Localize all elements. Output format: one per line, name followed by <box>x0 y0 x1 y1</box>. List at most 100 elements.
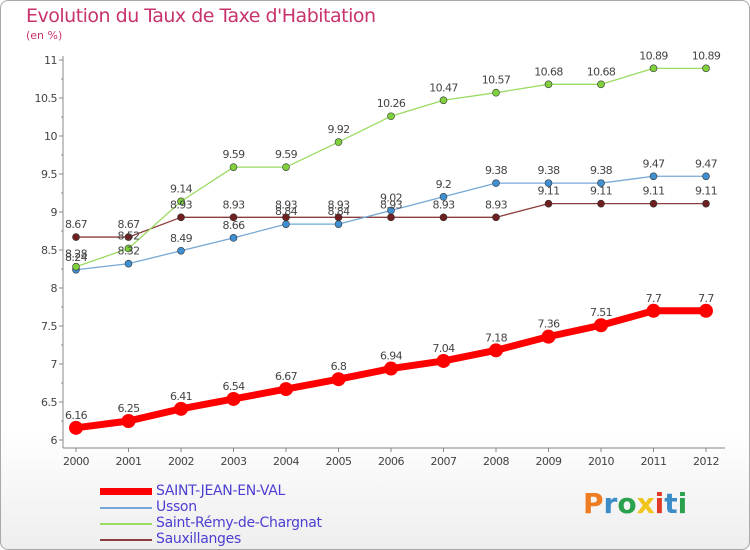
data-point <box>177 197 185 206</box>
data-label: 7.51 <box>590 306 612 319</box>
data-label: 10.47 <box>429 81 458 94</box>
data-point <box>702 64 710 73</box>
y-tick-label: 10.5 <box>35 92 58 105</box>
data-label: 8.93 <box>485 198 508 211</box>
proxiti-logo: Proxiti <box>583 487 687 520</box>
data-label: 8.52 <box>117 229 139 242</box>
data-label: 9.59 <box>222 148 245 161</box>
data-label: 9.02 <box>380 191 402 204</box>
data-label: 8.28 <box>65 248 88 261</box>
x-tick-label: 2011 <box>641 455 667 468</box>
data-label: 6.67 <box>275 370 298 383</box>
data-label: 6.94 <box>380 350 403 363</box>
y-tick-label: 8 <box>51 282 58 295</box>
data-point <box>439 193 448 201</box>
data-label: 6.25 <box>117 402 140 415</box>
data-point <box>492 179 500 187</box>
data-point <box>174 401 188 416</box>
data-point <box>699 303 713 318</box>
legend-label: Usson <box>156 499 197 515</box>
data-label: 7.7 <box>698 292 714 305</box>
x-tick-label: 2008 <box>483 455 509 468</box>
data-label: 10.68 <box>534 65 563 78</box>
data-point <box>72 233 80 241</box>
data-point <box>177 246 185 255</box>
logo-letter: x <box>636 487 655 520</box>
data-label: 10.57 <box>482 74 511 87</box>
data-label: 8.84 <box>327 205 350 218</box>
data-label: 10.26 <box>377 97 406 110</box>
data-point <box>282 163 290 171</box>
data-label: 10.89 <box>639 49 668 62</box>
chart-subtitle: (en %) <box>26 29 63 42</box>
data-point <box>544 80 553 89</box>
x-tick-label: 2007 <box>431 455 457 468</box>
data-label: 7.36 <box>537 318 560 331</box>
data-point <box>226 391 241 406</box>
data-point <box>439 96 448 105</box>
data-label: 8.67 <box>65 218 88 231</box>
data-label: 8.93 <box>327 198 350 211</box>
y-tick-label: 6.5 <box>41 396 57 409</box>
x-tick-label: 2010 <box>588 455 614 468</box>
data-point <box>177 213 185 222</box>
data-label: 9.11 <box>642 185 664 198</box>
logo-letter: P <box>583 487 604 520</box>
data-point <box>544 179 553 187</box>
data-label: 7.7 <box>646 292 662 305</box>
x-tick-label: 2012 <box>693 455 719 468</box>
logo-letter: i <box>654 487 665 520</box>
data-point <box>229 213 238 222</box>
data-label: 8.67 <box>117 218 140 231</box>
data-label: 9.11 <box>537 185 559 198</box>
data-label: 9.38 <box>485 164 508 177</box>
data-point <box>334 220 343 228</box>
data-label: 7.18 <box>485 331 508 344</box>
data-point <box>72 262 80 271</box>
data-point <box>492 88 500 97</box>
data-point <box>282 220 290 228</box>
data-point <box>439 213 448 222</box>
data-label: 6.54 <box>222 380 245 393</box>
x-tick-label: 2000 <box>63 455 89 468</box>
data-label: 9.11 <box>695 185 717 198</box>
data-point <box>702 172 710 181</box>
data-label: 8.49 <box>170 232 193 245</box>
data-point <box>649 199 658 208</box>
legend-label: Saint-Rémy-de-Chargnat <box>156 515 322 531</box>
data-label: 9.92 <box>327 123 349 136</box>
data-label: 9.38 <box>537 164 560 177</box>
data-label: 9.47 <box>695 157 718 170</box>
data-point <box>597 80 605 89</box>
legend-label: SAINT-JEAN-EN-VAL <box>156 483 286 499</box>
x-tick-label: 2009 <box>536 455 562 468</box>
data-label: 8.66 <box>222 219 245 232</box>
data-point <box>124 244 133 253</box>
y-tick-label: 6 <box>51 434 58 447</box>
legend-swatch <box>100 539 152 541</box>
x-tick-label: 2001 <box>116 455 142 468</box>
legend-swatch <box>100 523 152 525</box>
legend-swatch <box>100 488 152 495</box>
x-tick-label: 2004 <box>273 455 299 468</box>
y-tick-label: 10 <box>44 130 57 143</box>
y-tick-label: 11 <box>44 54 57 67</box>
logo-letter: i <box>677 487 688 520</box>
chart-title: Evolution du Taux de Taxe d'Habitation <box>26 5 376 27</box>
y-tick-label: 7 <box>51 358 58 371</box>
data-point <box>649 64 658 73</box>
legend-swatch <box>100 507 152 509</box>
logo-letter: r <box>603 487 618 520</box>
data-point <box>649 172 658 181</box>
data-label: 8.93 <box>380 198 403 211</box>
data-point <box>544 199 553 208</box>
data-point <box>387 206 395 215</box>
data-point <box>489 343 503 358</box>
y-tick-label: 9 <box>51 206 58 219</box>
logo-letter: o <box>617 487 637 520</box>
y-tick-label: 9.5 <box>41 168 57 181</box>
data-label: 10.68 <box>587 65 616 78</box>
data-point <box>124 259 133 268</box>
